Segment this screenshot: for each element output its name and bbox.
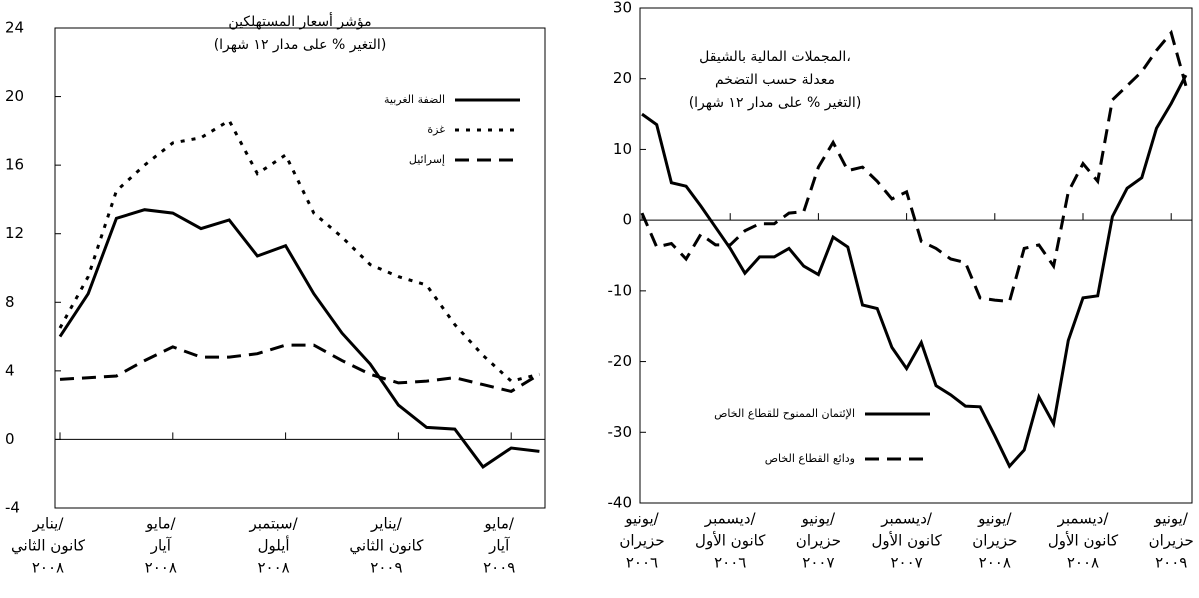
- chart-subtitle: (التغير % على مدار ١٢ شهرا): [214, 37, 387, 53]
- x-tick-label: آيار: [150, 537, 172, 555]
- y-tick-label: 12: [5, 224, 24, 242]
- chart-title: مؤشر أسعار المستهلكين: [228, 12, 371, 30]
- x-tick-label: يناير/: [370, 515, 403, 533]
- x-tick-label: مايو/: [145, 515, 177, 533]
- x-tick-label: ٢٠٠٧: [802, 554, 834, 572]
- x-tick-label: ٢٠٠٨: [145, 559, 177, 577]
- y-tick-label: 20: [613, 69, 632, 87]
- x-tick-label: حزيران: [972, 532, 1017, 550]
- x-tick-label: يناير/: [32, 515, 65, 533]
- y-tick-label: 24: [5, 19, 24, 37]
- y-tick-label: -10: [608, 281, 633, 299]
- x-tick-label: ٢٠٠٩: [1155, 554, 1187, 572]
- x-tick-label: يونيو/: [801, 510, 836, 528]
- x-tick-label: حزيران: [796, 532, 841, 550]
- x-tick-label: يونيو/: [624, 510, 659, 528]
- x-tick-label: ٢٠٠٨: [32, 559, 64, 577]
- y-tick-label: 4: [5, 361, 15, 379]
- series-line: [58, 208, 540, 469]
- x-tick-label: ٢٠٠٩: [370, 559, 402, 577]
- series-line: [59, 343, 541, 394]
- chart-title: معدلة حسب التضخم: [715, 72, 835, 88]
- y-tick-label: 10: [613, 140, 632, 158]
- y-tick-label: -40: [608, 494, 633, 512]
- y-tick-label: 8: [5, 293, 15, 311]
- chart-subtitle: (التغير % على مدار ١٢ شهرا): [689, 95, 862, 111]
- x-tick-label: حزيران: [1149, 532, 1194, 550]
- x-tick-label: ٢٠٠٨: [257, 559, 289, 577]
- x-tick-label: ٢٠٠٨: [1067, 554, 1099, 572]
- series-line: [641, 74, 1188, 469]
- x-tick-label: ديسمبر/: [1057, 510, 1110, 528]
- x-tick-label: أيلول: [258, 536, 290, 555]
- x-tick-label: ٢٠٠٩: [483, 559, 515, 577]
- x-tick-label: آيار: [488, 537, 510, 555]
- y-tick-label: 16: [5, 156, 24, 174]
- series-line: [58, 118, 540, 383]
- y-tick-label: 20: [5, 87, 24, 105]
- x-tick-label: ٢٠٠٦: [714, 554, 746, 572]
- y-tick-label: -30: [608, 423, 633, 441]
- x-tick-label: سبتمبر/: [249, 515, 299, 533]
- plot-frame: [639, 7, 1193, 504]
- x-tick-label: يونيو/: [977, 510, 1012, 528]
- x-tick-label: ٢٠٠٦: [626, 554, 658, 572]
- x-tick-label: ٢٠٠٨: [979, 554, 1011, 572]
- x-tick-label: مايو/: [483, 515, 515, 533]
- series-line: [640, 29, 1188, 304]
- x-tick-label: كانون الأول: [1048, 531, 1119, 550]
- legend-label: إسرائيل: [409, 153, 445, 166]
- legend-label: ودائع القطاع الخاص: [765, 452, 855, 465]
- y-tick-label: 0: [5, 430, 15, 448]
- x-tick-label: كانون الثاني: [11, 537, 86, 556]
- y-tick-label: 30: [613, 0, 632, 17]
- x-tick-label: ديسمبر/: [704, 510, 757, 528]
- y-tick-label: 0: [622, 211, 632, 229]
- legend-label: الضفة الغربية: [384, 93, 445, 106]
- legend-label: الإئتمان الممنوح للقطاع الخاص: [714, 407, 855, 420]
- x-tick-label: كانون الأول: [871, 531, 942, 550]
- plot-frame: [54, 27, 546, 509]
- y-tick-label: -4: [5, 499, 20, 517]
- x-tick-label: حزيران: [619, 532, 664, 550]
- x-tick-label: كانون الأول: [695, 531, 766, 550]
- x-tick-label: ديسمبر/: [880, 510, 933, 528]
- x-tick-label: ٢٠٠٧: [890, 554, 922, 572]
- x-tick-label: يونيو/: [1153, 510, 1188, 528]
- chart-title: المجملات المالية بالشيقل،: [699, 49, 851, 65]
- legend-label: غزة: [427, 123, 445, 136]
- y-tick-label: -20: [608, 352, 633, 370]
- x-tick-label: كانون الثاني: [349, 537, 424, 556]
